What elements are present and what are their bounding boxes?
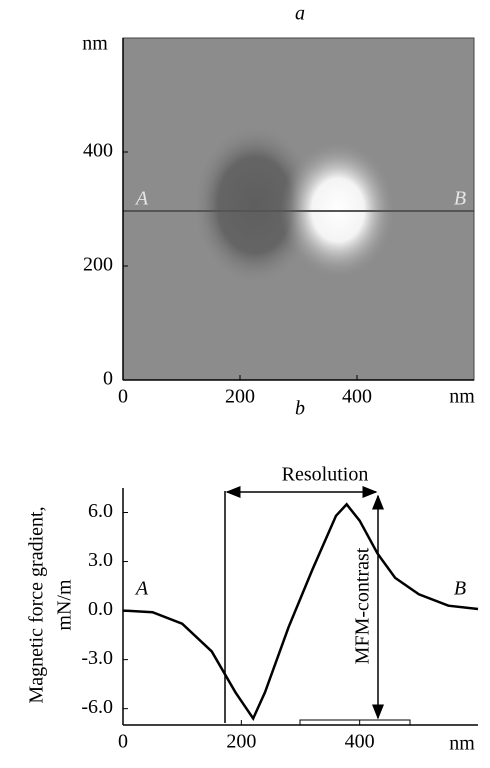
annotation: B xyxy=(454,188,466,210)
panel-a-title: a xyxy=(295,3,305,25)
y-axis-label: mN/m xyxy=(54,579,76,631)
annotation: A xyxy=(134,578,149,600)
x-unit: nm xyxy=(449,733,475,755)
y-tick-label: 0.0 xyxy=(88,598,113,620)
y-tick-label: 400 xyxy=(83,140,113,162)
panel-a-image xyxy=(123,38,474,380)
y-tick-label: -3.0 xyxy=(81,647,113,669)
y-tick-label: 3.0 xyxy=(88,549,113,571)
annotation: A xyxy=(134,188,149,210)
x-tick-label: 400 xyxy=(345,731,375,753)
x-tick-label: 200 xyxy=(226,731,256,753)
x-tick-label: 400 xyxy=(342,386,372,408)
x-tick-label: 200 xyxy=(225,386,255,408)
annotation: B xyxy=(454,578,466,600)
y-tick-label: 200 xyxy=(83,254,113,276)
y-axis-label: Magnetic force gradient, xyxy=(26,506,48,703)
y-tick-label: 0 xyxy=(103,368,113,390)
annotation: Resolution xyxy=(282,464,369,486)
y-tick-label: 6.0 xyxy=(88,500,113,522)
y-tick-label: -6.0 xyxy=(81,696,113,718)
x-tick-label: 0 xyxy=(118,386,128,408)
x-tick-label: 0 xyxy=(118,731,128,753)
x-unit: nm xyxy=(449,386,475,408)
panel-b-title: b xyxy=(295,398,305,420)
annotation: MFM-contrast xyxy=(352,547,374,664)
y-unit: nm xyxy=(82,33,108,55)
curve xyxy=(122,502,479,722)
